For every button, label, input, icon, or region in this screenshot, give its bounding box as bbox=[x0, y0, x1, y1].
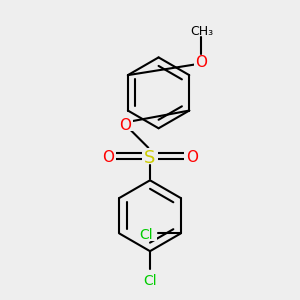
FancyBboxPatch shape bbox=[136, 226, 157, 241]
Text: O: O bbox=[119, 118, 131, 133]
Text: CH₃: CH₃ bbox=[190, 25, 213, 38]
Text: S: S bbox=[144, 149, 156, 167]
FancyBboxPatch shape bbox=[184, 149, 199, 163]
FancyBboxPatch shape bbox=[101, 149, 116, 163]
FancyBboxPatch shape bbox=[194, 55, 209, 68]
Text: Cl: Cl bbox=[143, 274, 157, 288]
Text: Cl: Cl bbox=[140, 228, 153, 242]
FancyBboxPatch shape bbox=[142, 148, 158, 164]
Text: O: O bbox=[102, 150, 114, 165]
FancyBboxPatch shape bbox=[118, 117, 133, 131]
Text: O: O bbox=[195, 56, 207, 70]
FancyBboxPatch shape bbox=[139, 272, 161, 287]
Text: O: O bbox=[186, 150, 198, 165]
